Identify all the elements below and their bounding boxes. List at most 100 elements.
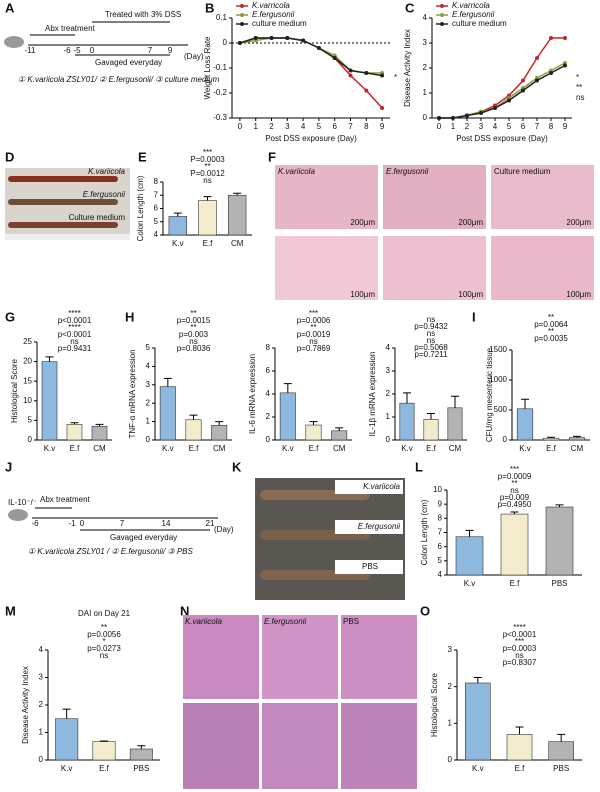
y-tick-label: 25 [23, 337, 32, 346]
y-axis-label: Histological Score [10, 358, 19, 423]
series-line [239, 37, 383, 77]
error-bar [45, 356, 54, 362]
annotation: ns [203, 176, 211, 185]
error-bar [62, 708, 71, 719]
day-label: -6 [63, 46, 71, 55]
error-bar [547, 436, 555, 439]
y-tick-label: -0.3 [213, 113, 227, 122]
x-tick-label: CM [571, 444, 584, 453]
label: Gavaged everyday [110, 533, 177, 542]
x-tick-label: CM [449, 444, 462, 453]
label: E.fergusonii [83, 190, 125, 199]
mouse-icon [4, 36, 24, 48]
x-tick-label: CM [93, 444, 106, 453]
annotation: p=0.0006 [297, 316, 331, 325]
annotation: *** [510, 465, 519, 474]
annotation: ** [576, 83, 582, 92]
y-tick-label: 4 [154, 230, 159, 239]
bar [331, 430, 348, 441]
x-tick-label: CM [213, 444, 226, 453]
annotation: ns [427, 329, 435, 338]
image-n: K.variicola E.fergusonii PBS [183, 615, 417, 789]
annotation: ns [427, 315, 435, 324]
unit: (Day) [184, 52, 204, 61]
error-bar [203, 196, 212, 201]
error-bar [189, 414, 198, 420]
annotation: p=0.5068 [414, 343, 448, 352]
point [380, 73, 385, 78]
bar [542, 437, 560, 441]
y-axis-label: CFU/mg mesenteric tissue [485, 347, 494, 442]
panel-letter: G [5, 309, 15, 324]
x-tick-label: 0 [437, 122, 442, 131]
error-bar [309, 421, 318, 426]
day-label: -6 [31, 519, 39, 528]
label: Culture medium [494, 167, 551, 176]
y-tick-label: 0 [448, 755, 453, 764]
histology [183, 703, 259, 789]
point [521, 88, 525, 93]
error-bar [335, 427, 344, 431]
point [507, 98, 511, 103]
annotation: ns [100, 651, 108, 660]
annotation: p=0.0035 [534, 334, 568, 343]
x-tick-label: K.v [61, 764, 73, 773]
y-axis-label: Histological Score [430, 672, 439, 737]
histology [491, 236, 594, 300]
x-tick-label: K.v [401, 444, 413, 453]
point [364, 88, 369, 93]
scale: 100μm [458, 290, 483, 299]
y-tick-label: 0 [266, 435, 271, 444]
y-tick-label: 2 [39, 700, 44, 709]
point [437, 116, 441, 120]
y-axis-label: TNF-α mRNA expression [128, 349, 137, 438]
error-bar [233, 192, 242, 196]
x-tick-label: K.v [172, 239, 184, 248]
histology [262, 703, 338, 789]
panel-letter: D [5, 149, 14, 164]
point [465, 113, 469, 118]
x-tick-label: 3 [285, 122, 290, 131]
annotation: p=0.7211 [415, 350, 449, 359]
series-line [439, 37, 565, 119]
y-tick-label: 0 [423, 113, 428, 122]
day-label: 0 [80, 519, 85, 528]
x-tick-label: E.f [546, 444, 557, 453]
histology [262, 615, 338, 699]
image-d: K.variicola E.fergusonii Culture medium [5, 167, 130, 240]
bar [399, 402, 415, 441]
y-tick-label: 2 [448, 682, 453, 691]
annotation: p=0.0019 [297, 330, 331, 339]
y-tick-label: 3 [386, 366, 391, 375]
x-tick-label: 7 [535, 122, 540, 131]
legend-label: culture medium [252, 19, 307, 28]
panel-letters: A B C D E F G H I J K L M N O [5, 0, 476, 618]
colon [8, 199, 118, 205]
point [301, 38, 306, 43]
error-bar [510, 511, 519, 515]
panel-letter: B [205, 0, 214, 15]
bar [66, 424, 83, 441]
y-tick-label: 1 [386, 412, 391, 421]
day-label: 21 [206, 519, 215, 528]
x-tick-label: 6 [521, 122, 526, 131]
schematic-a: Abx treatment Treated with 3% DSS -11 -6… [4, 10, 220, 84]
bar [41, 361, 58, 441]
annotation: ns [189, 337, 197, 346]
panel-letter: J [5, 459, 12, 474]
point [549, 36, 553, 40]
panel-letter: C [405, 0, 415, 15]
x-tick-label: 0 [238, 122, 243, 131]
y-tick-label: 6 [154, 204, 159, 213]
y-tick-label: 10 [23, 396, 32, 405]
x-tick-label: E.f [70, 444, 81, 453]
annotation: ** [548, 327, 554, 336]
x-tick-label: E.f [426, 444, 437, 453]
y-tick-label: -0.2 [213, 88, 227, 97]
x-tick-label: E.f [189, 444, 200, 453]
y-tick-label: 8 [154, 177, 159, 186]
y-axis-label: IL-6 mRNA expression [248, 354, 257, 434]
annotation: p=0.9431 [58, 344, 92, 353]
panel-letter: I [472, 309, 476, 324]
annotation: *** [309, 309, 318, 318]
